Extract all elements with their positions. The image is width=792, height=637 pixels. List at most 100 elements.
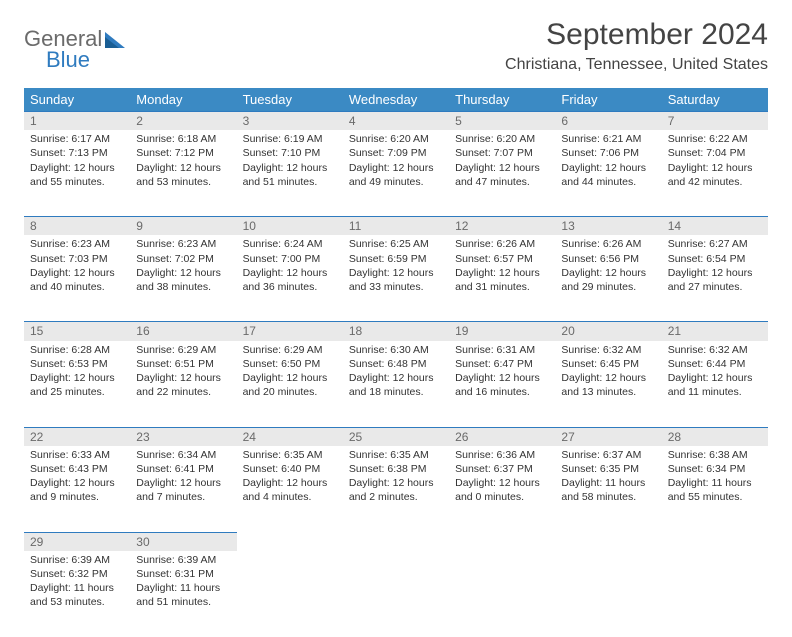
daylight-text-2: and 55 minutes. — [668, 490, 762, 504]
daylight-text-2: and 42 minutes. — [668, 175, 762, 189]
day-cell: Sunrise: 6:34 AMSunset: 6:41 PMDaylight:… — [130, 446, 236, 533]
daylight-text-2: and 51 minutes. — [243, 175, 337, 189]
day-cell: Sunrise: 6:27 AMSunset: 6:54 PMDaylight:… — [662, 235, 768, 322]
day-number-cell: 23 — [130, 427, 236, 446]
sunrise-text: Sunrise: 6:29 AM — [243, 343, 337, 357]
sunrise-text: Sunrise: 6:38 AM — [668, 448, 762, 462]
daylight-text-2: and 51 minutes. — [136, 595, 230, 609]
daylight-text-1: Daylight: 12 hours — [668, 266, 762, 280]
sunrise-text: Sunrise: 6:30 AM — [349, 343, 443, 357]
weekday-header: Thursday — [449, 88, 555, 112]
day-cell: Sunrise: 6:18 AMSunset: 7:12 PMDaylight:… — [130, 130, 236, 217]
sunrise-text: Sunrise: 6:31 AM — [455, 343, 549, 357]
daylight-text-2: and 40 minutes. — [30, 280, 124, 294]
sunset-text: Sunset: 7:03 PM — [30, 252, 124, 266]
day-number-cell: 21 — [662, 322, 768, 341]
day-number-cell: 12 — [449, 217, 555, 236]
daylight-text-2: and 36 minutes. — [243, 280, 337, 294]
day-number-cell: 27 — [555, 427, 661, 446]
daylight-text-1: Daylight: 12 hours — [349, 266, 443, 280]
daylight-text-1: Daylight: 12 hours — [455, 161, 549, 175]
day-number-cell: 19 — [449, 322, 555, 341]
daylight-text-1: Daylight: 12 hours — [349, 161, 443, 175]
daylight-text-2: and 13 minutes. — [561, 385, 655, 399]
day-number-cell: 17 — [237, 322, 343, 341]
day-number-cell: 14 — [662, 217, 768, 236]
daylight-text-2: and 16 minutes. — [455, 385, 549, 399]
day-cell — [555, 551, 661, 637]
day-number-cell: 15 — [24, 322, 130, 341]
daylight-text-1: Daylight: 11 hours — [668, 476, 762, 490]
day-number-cell: 9 — [130, 217, 236, 236]
brand-text: General Blue — [24, 28, 125, 71]
daylight-text-1: Daylight: 12 hours — [30, 266, 124, 280]
sunset-text: Sunset: 7:04 PM — [668, 146, 762, 160]
title-block: September 2024 Christiana, Tennessee, Un… — [505, 18, 768, 74]
daylight-text-2: and 53 minutes. — [136, 175, 230, 189]
sunset-text: Sunset: 7:07 PM — [455, 146, 549, 160]
sunrise-text: Sunrise: 6:37 AM — [561, 448, 655, 462]
daylight-text-1: Daylight: 11 hours — [136, 581, 230, 595]
daylight-text-1: Daylight: 12 hours — [30, 161, 124, 175]
daylight-text-2: and 25 minutes. — [30, 385, 124, 399]
daylight-text-1: Daylight: 11 hours — [561, 476, 655, 490]
weekday-header: Monday — [130, 88, 236, 112]
day-cell: Sunrise: 6:38 AMSunset: 6:34 PMDaylight:… — [662, 446, 768, 533]
sunset-text: Sunset: 7:12 PM — [136, 146, 230, 160]
sunset-text: Sunset: 6:57 PM — [455, 252, 549, 266]
daylight-text-1: Daylight: 12 hours — [455, 371, 549, 385]
day-number-cell: 5 — [449, 112, 555, 131]
sunrise-text: Sunrise: 6:34 AM — [136, 448, 230, 462]
sunrise-text: Sunrise: 6:39 AM — [30, 553, 124, 567]
day-number-cell: 13 — [555, 217, 661, 236]
day-number-cell: 20 — [555, 322, 661, 341]
sunset-text: Sunset: 6:56 PM — [561, 252, 655, 266]
day-number-cell: 6 — [555, 112, 661, 131]
week-row: Sunrise: 6:33 AMSunset: 6:43 PMDaylight:… — [24, 446, 768, 533]
daylight-text-1: Daylight: 12 hours — [30, 476, 124, 490]
day-number-cell — [343, 532, 449, 551]
sunset-text: Sunset: 6:32 PM — [30, 567, 124, 581]
sunset-text: Sunset: 6:31 PM — [136, 567, 230, 581]
day-number-row: 1234567 — [24, 112, 768, 131]
daylight-text-1: Daylight: 12 hours — [30, 371, 124, 385]
daylight-text-2: and 47 minutes. — [455, 175, 549, 189]
sunrise-text: Sunrise: 6:23 AM — [136, 237, 230, 251]
daylight-text-2: and 31 minutes. — [455, 280, 549, 294]
weekday-header: Saturday — [662, 88, 768, 112]
day-cell: Sunrise: 6:23 AMSunset: 7:03 PMDaylight:… — [24, 235, 130, 322]
page-subtitle: Christiana, Tennessee, United States — [505, 56, 768, 74]
daylight-text-1: Daylight: 12 hours — [668, 371, 762, 385]
day-number-cell: 1 — [24, 112, 130, 131]
day-number-row: 891011121314 — [24, 217, 768, 236]
sunset-text: Sunset: 6:47 PM — [455, 357, 549, 371]
sunset-text: Sunset: 6:37 PM — [455, 462, 549, 476]
day-number-cell — [237, 532, 343, 551]
sail-icon — [105, 32, 125, 48]
day-cell: Sunrise: 6:37 AMSunset: 6:35 PMDaylight:… — [555, 446, 661, 533]
day-number-cell: 4 — [343, 112, 449, 131]
daylight-text-1: Daylight: 12 hours — [561, 266, 655, 280]
sunset-text: Sunset: 6:45 PM — [561, 357, 655, 371]
week-row: Sunrise: 6:23 AMSunset: 7:03 PMDaylight:… — [24, 235, 768, 322]
daylight-text-2: and 2 minutes. — [349, 490, 443, 504]
sunrise-text: Sunrise: 6:24 AM — [243, 237, 337, 251]
sunrise-text: Sunrise: 6:17 AM — [30, 132, 124, 146]
day-cell: Sunrise: 6:36 AMSunset: 6:37 PMDaylight:… — [449, 446, 555, 533]
daylight-text-1: Daylight: 12 hours — [349, 371, 443, 385]
day-cell: Sunrise: 6:31 AMSunset: 6:47 PMDaylight:… — [449, 341, 555, 428]
day-number-cell: 22 — [24, 427, 130, 446]
sunrise-text: Sunrise: 6:25 AM — [349, 237, 443, 251]
day-cell: Sunrise: 6:32 AMSunset: 6:45 PMDaylight:… — [555, 341, 661, 428]
sunrise-text: Sunrise: 6:26 AM — [455, 237, 549, 251]
day-cell: Sunrise: 6:25 AMSunset: 6:59 PMDaylight:… — [343, 235, 449, 322]
sunset-text: Sunset: 6:41 PM — [136, 462, 230, 476]
daylight-text-1: Daylight: 12 hours — [668, 161, 762, 175]
day-cell: Sunrise: 6:21 AMSunset: 7:06 PMDaylight:… — [555, 130, 661, 217]
day-cell: Sunrise: 6:26 AMSunset: 6:57 PMDaylight:… — [449, 235, 555, 322]
daylight-text-2: and 0 minutes. — [455, 490, 549, 504]
sunset-text: Sunset: 7:13 PM — [30, 146, 124, 160]
daylight-text-1: Daylight: 11 hours — [30, 581, 124, 595]
header: General Blue September 2024 Christiana, … — [24, 18, 768, 74]
sunset-text: Sunset: 6:59 PM — [349, 252, 443, 266]
